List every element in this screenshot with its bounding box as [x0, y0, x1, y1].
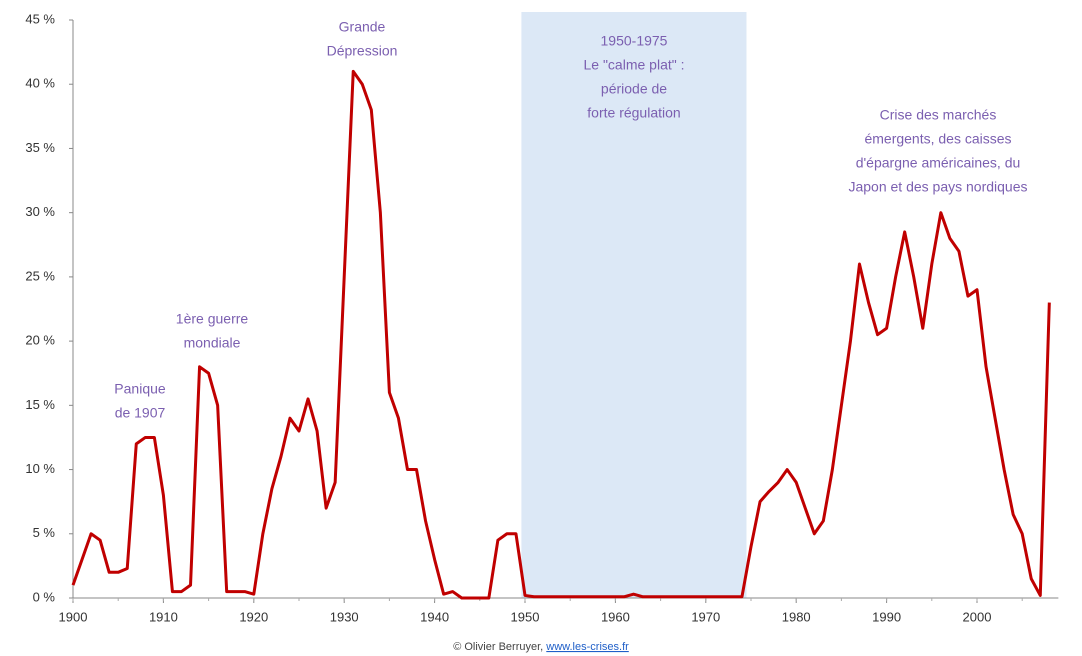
y-tick-label: 10 %: [25, 461, 55, 476]
y-tick-label: 0 %: [33, 589, 56, 604]
annotation: Panique: [114, 381, 166, 397]
y-tick-label: 35 %: [25, 140, 55, 155]
annotation: Grande: [339, 19, 386, 35]
credit-author: © Olivier Berruyer,: [453, 641, 543, 653]
data-line: [71, 69, 1051, 600]
x-tick-label: 1980: [782, 609, 811, 624]
shaded-span: [521, 12, 747, 598]
x-tick-label: 1900: [59, 609, 88, 624]
annotation: Japon et des pays nordiques: [848, 179, 1027, 195]
annotation: forte régulation: [587, 105, 680, 121]
annotation: d'épargne américaines, du: [856, 155, 1021, 171]
y-tick-label: 15 %: [25, 397, 55, 412]
y-tick-label: 40 %: [25, 76, 55, 91]
y-tick-label: 5 %: [33, 525, 56, 540]
x-tick-label: 1970: [691, 609, 720, 624]
annotation: mondiale: [184, 335, 241, 351]
annotation: de 1907: [115, 405, 166, 421]
x-tick-label: 1910: [149, 609, 178, 624]
annotation: 1ère guerre: [176, 311, 249, 327]
credit-link[interactable]: www.les-crises.fr: [545, 641, 629, 653]
y-tick-label: 30 %: [25, 204, 55, 219]
annotation: émergents, des caisses: [864, 131, 1011, 147]
y-tick-label: 25 %: [25, 268, 55, 283]
x-tick-label: 1940: [420, 609, 449, 624]
annotation: période de: [601, 81, 667, 97]
annotation: Dépression: [327, 43, 398, 59]
annotation: 1950-1975: [601, 33, 668, 49]
x-tick-label: 1920: [239, 609, 268, 624]
y-tick-label: 45 %: [25, 11, 55, 26]
credit: © Olivier Berruyer, www.les-crises.fr: [453, 641, 629, 653]
x-tick-label: 1950: [511, 609, 540, 624]
annotation: Le "calme plat" :: [584, 57, 685, 73]
x-tick-label: 2000: [963, 609, 992, 624]
x-tick-label: 1930: [330, 609, 359, 624]
x-tick-label: 1960: [601, 609, 630, 624]
y-tick-label: 20 %: [25, 333, 55, 348]
x-tick-label: 1990: [872, 609, 901, 624]
annotation: Crise des marchés: [880, 107, 997, 123]
